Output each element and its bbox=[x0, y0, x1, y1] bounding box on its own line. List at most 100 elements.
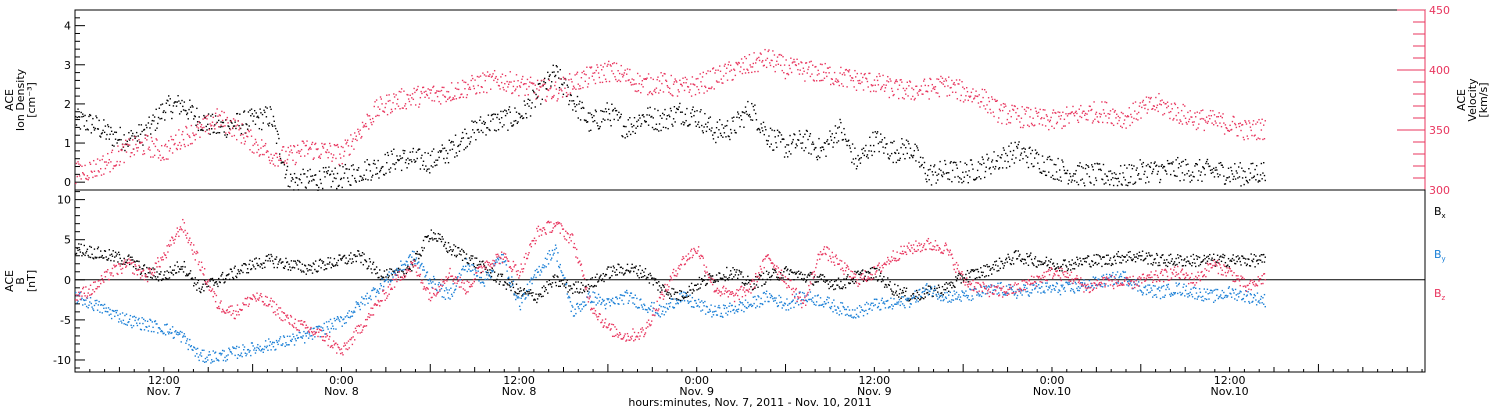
bx-point bbox=[990, 268, 992, 270]
velocity-point bbox=[591, 75, 594, 77]
by-point bbox=[172, 337, 175, 339]
bx-point bbox=[515, 283, 518, 285]
density-point bbox=[859, 162, 862, 164]
bx-point bbox=[428, 240, 430, 243]
bx-point bbox=[129, 256, 132, 258]
bx-point bbox=[160, 271, 162, 273]
bx-point bbox=[518, 292, 520, 295]
velocity-point bbox=[168, 150, 171, 152]
bx-point bbox=[575, 287, 578, 290]
velocity-point bbox=[825, 72, 827, 74]
density-point bbox=[1177, 167, 1180, 169]
velocity-point bbox=[956, 98, 959, 100]
density-point bbox=[452, 141, 454, 143]
velocity-point bbox=[953, 82, 955, 84]
bx-point bbox=[75, 253, 77, 255]
density-point bbox=[499, 121, 501, 124]
bx-point bbox=[943, 288, 945, 291]
velocity-point bbox=[1118, 119, 1120, 122]
density-point bbox=[912, 156, 914, 159]
density-point bbox=[1052, 178, 1055, 180]
density-point bbox=[808, 152, 810, 154]
bx-point bbox=[1245, 258, 1247, 260]
density-point bbox=[489, 129, 491, 132]
density-point bbox=[479, 116, 482, 118]
density-point bbox=[958, 177, 961, 179]
velocity-point bbox=[561, 96, 564, 98]
velocity-point bbox=[955, 91, 957, 94]
density-point bbox=[168, 95, 170, 97]
density-point bbox=[986, 153, 988, 156]
density-point bbox=[1225, 179, 1227, 181]
velocity-point bbox=[559, 78, 561, 80]
velocity-point bbox=[1212, 110, 1214, 112]
bx-point bbox=[505, 288, 508, 290]
velocity-point bbox=[426, 94, 429, 97]
bx-point bbox=[794, 271, 796, 274]
density-point bbox=[79, 128, 82, 130]
bx-point bbox=[808, 273, 810, 275]
velocity-point bbox=[807, 68, 809, 71]
bx-point bbox=[550, 286, 553, 288]
velocity-point bbox=[1014, 105, 1016, 108]
velocity-point bbox=[751, 71, 753, 74]
velocity-point bbox=[318, 156, 320, 159]
density-point bbox=[494, 113, 497, 116]
velocity-point bbox=[724, 63, 726, 66]
density-point bbox=[921, 163, 923, 166]
density-point bbox=[631, 126, 633, 128]
velocity-point bbox=[261, 139, 263, 141]
density-point bbox=[1098, 168, 1100, 171]
bx-point bbox=[395, 269, 397, 271]
density-point bbox=[991, 159, 994, 161]
bx-point bbox=[985, 275, 987, 277]
velocity-point bbox=[815, 65, 817, 68]
bx-point bbox=[208, 278, 211, 281]
density-point bbox=[427, 152, 429, 155]
bx-point bbox=[502, 284, 504, 286]
velocity-point bbox=[1024, 113, 1027, 115]
density-point bbox=[1166, 173, 1168, 175]
density-point bbox=[518, 113, 521, 115]
density-point bbox=[477, 128, 479, 131]
density-point bbox=[906, 152, 908, 155]
bx-point bbox=[330, 266, 332, 269]
density-point bbox=[999, 156, 1002, 159]
density-point bbox=[1146, 176, 1148, 178]
bx-point bbox=[858, 273, 860, 275]
density-point bbox=[282, 161, 284, 164]
density-point bbox=[522, 117, 525, 119]
density-point bbox=[1017, 143, 1019, 146]
density-point bbox=[355, 181, 357, 183]
bx-point bbox=[554, 274, 556, 276]
density-tick-label: 2 bbox=[64, 98, 71, 111]
bx-point bbox=[1250, 253, 1252, 255]
density-point bbox=[1063, 169, 1066, 172]
bx-point bbox=[286, 261, 288, 264]
density-point bbox=[673, 106, 676, 108]
density-point bbox=[172, 105, 175, 107]
density-point bbox=[407, 163, 410, 165]
bx-point bbox=[193, 282, 196, 284]
density-point bbox=[822, 148, 825, 151]
bx-point bbox=[367, 267, 369, 269]
bx-point bbox=[644, 267, 647, 270]
density-point bbox=[801, 147, 803, 149]
density-point bbox=[1219, 174, 1221, 176]
bx-point bbox=[91, 253, 93, 256]
density-point bbox=[200, 128, 203, 131]
by-point bbox=[261, 348, 264, 350]
density-point bbox=[309, 168, 311, 171]
bx-point bbox=[791, 271, 794, 273]
density-point bbox=[1259, 174, 1262, 176]
bx-point bbox=[493, 271, 496, 273]
by-point bbox=[326, 326, 329, 328]
by-point bbox=[210, 362, 212, 364]
density-point bbox=[373, 159, 375, 162]
density-point bbox=[601, 121, 603, 123]
bx-point bbox=[673, 293, 676, 295]
density-point bbox=[125, 143, 127, 145]
bx-point bbox=[854, 270, 856, 273]
density-point bbox=[92, 126, 95, 129]
velocity-point bbox=[975, 90, 977, 92]
